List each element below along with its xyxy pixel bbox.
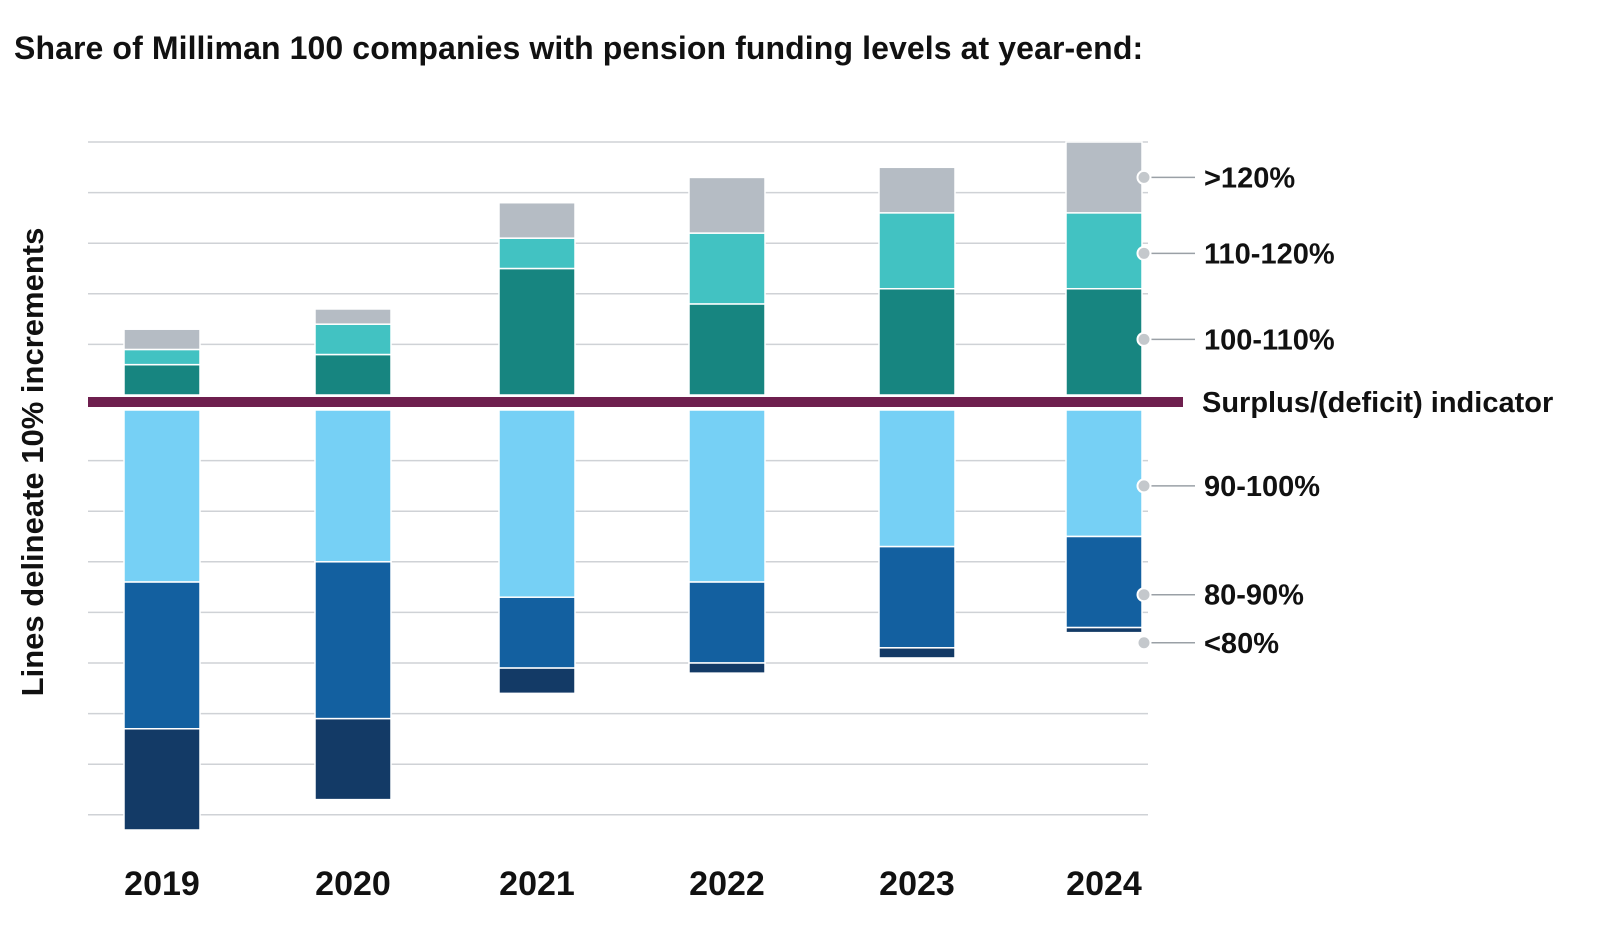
bar-segment [314, 409, 392, 563]
indicator-line [88, 397, 1183, 407]
bar-segment [498, 201, 576, 239]
indicator-label: Surplus/(deficit) indicator [1202, 387, 1553, 419]
bar-segment [314, 323, 392, 356]
legend-label: <80% [1204, 628, 1279, 660]
bar-segment [878, 647, 956, 659]
bar-segment [123, 581, 201, 730]
bar-segment [878, 287, 956, 396]
bar-segment [498, 596, 576, 669]
bar-segment [688, 232, 766, 305]
bar-segment [688, 176, 766, 234]
bar-segment [1065, 535, 1143, 629]
legend-label: 80-90% [1204, 580, 1304, 612]
bar-segment [314, 308, 392, 325]
x-tick-label: 2023 [879, 865, 955, 903]
bar-segment [688, 581, 766, 664]
stacked-bars [123, 141, 1143, 831]
legend: >120% 110-120% 100-110% 90-100% 80-90% <80% Su… [1136, 162, 1553, 660]
legend-marker [1136, 635, 1152, 651]
bar-segment [314, 353, 392, 396]
bar-segment [878, 409, 956, 548]
chart-title: Share of Milliman 100 companies with pen… [14, 30, 1144, 66]
bar-segment [123, 328, 201, 351]
y-axis-label: Lines delineate 10% increments [15, 228, 50, 697]
legend-label: >120% [1204, 162, 1295, 194]
legend-marker [1136, 478, 1152, 494]
bar-segment [314, 717, 392, 801]
bar-segment [688, 662, 766, 674]
legend-label: 100-110% [1204, 324, 1335, 356]
x-tick-label: 2024 [1066, 865, 1142, 903]
bar-segment [688, 303, 766, 396]
bar-segment [498, 409, 576, 598]
legend-label: 90-100% [1204, 471, 1320, 503]
x-axis: 2019 2020 2021 2022 2023 2024 [124, 865, 1142, 903]
bar-segment [878, 545, 956, 649]
bar-segment [123, 728, 201, 831]
bar-segment [1065, 626, 1143, 634]
legend-marker [1136, 587, 1152, 603]
legend-label: 110-120% [1204, 238, 1335, 270]
legend-marker [1136, 331, 1152, 347]
bar-segment [878, 166, 956, 214]
bar-segment [123, 348, 201, 366]
gridlines [88, 141, 1148, 816]
x-tick-label: 2019 [124, 865, 200, 903]
legend-marker [1136, 245, 1152, 261]
legend-marker [1136, 169, 1152, 185]
x-tick-label: 2020 [315, 865, 391, 903]
bar-segment [498, 667, 576, 695]
bar-segment [878, 212, 956, 290]
surplus-deficit-indicator [88, 397, 1183, 407]
bar-segment [123, 363, 201, 396]
bar-segment [314, 561, 392, 720]
bar-segment [123, 409, 201, 583]
bar-segment [688, 409, 766, 583]
bar-segment [1065, 287, 1143, 396]
bar-segment [1065, 212, 1143, 290]
x-tick-label: 2022 [689, 865, 765, 903]
x-tick-label: 2021 [499, 865, 575, 903]
bar-segment [498, 267, 576, 396]
bar-segment [1065, 409, 1143, 538]
bar-segment [498, 237, 576, 270]
bar-segment [1065, 141, 1143, 214]
